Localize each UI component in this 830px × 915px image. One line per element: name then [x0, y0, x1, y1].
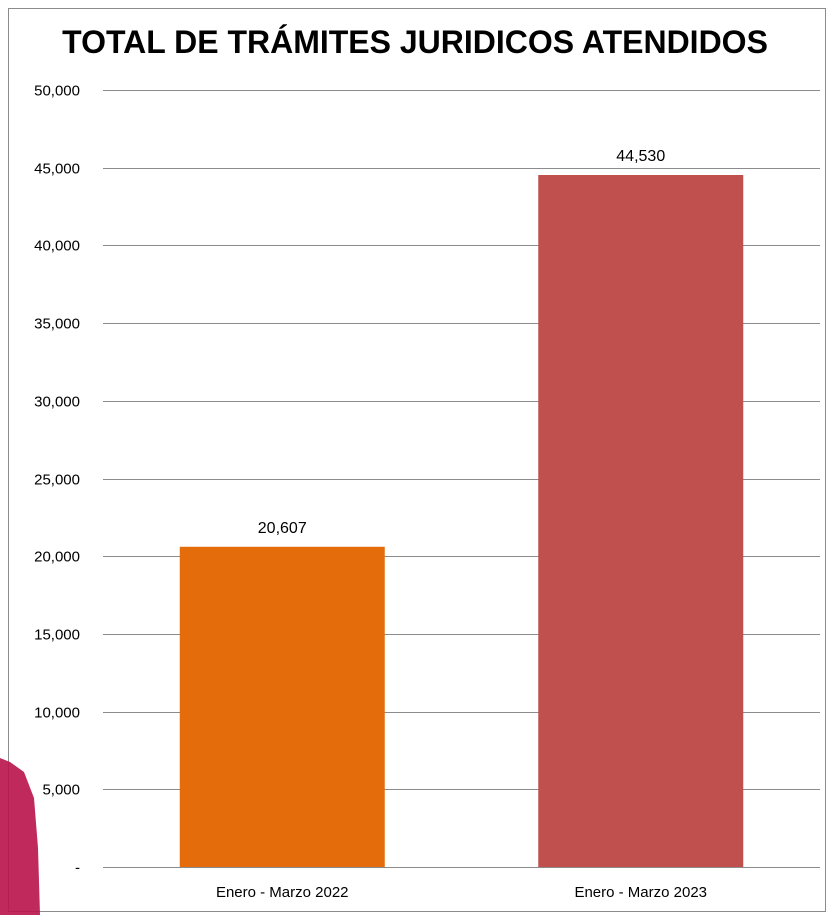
x-tick-label: Enero - Marzo 2023: [574, 884, 707, 901]
y-tick-label: -: [75, 860, 80, 877]
chart-title: TOTAL DE TRÁMITES JURIDICOS ATENDIDOS: [62, 24, 768, 60]
x-tick-label: Enero - Marzo 2022: [216, 884, 349, 901]
y-tick-label: 10,000: [34, 705, 80, 722]
bar: [538, 175, 744, 868]
data-label: 20,607: [258, 520, 307, 537]
bar: [179, 546, 385, 867]
y-tick-label: 40,000: [34, 238, 80, 255]
y-tick-label: 20,000: [34, 549, 80, 566]
y-tick-label: 45,000: [34, 161, 80, 178]
y-tick-label: 15,000: [34, 627, 80, 644]
y-tick-label: 35,000: [34, 316, 80, 333]
y-tick-label: 30,000: [34, 394, 80, 411]
y-tick-label: 50,000: [34, 83, 80, 100]
y-tick-label: 5,000: [42, 782, 80, 799]
y-tick-label: 25,000: [34, 472, 80, 489]
data-label: 44,530: [616, 148, 665, 165]
